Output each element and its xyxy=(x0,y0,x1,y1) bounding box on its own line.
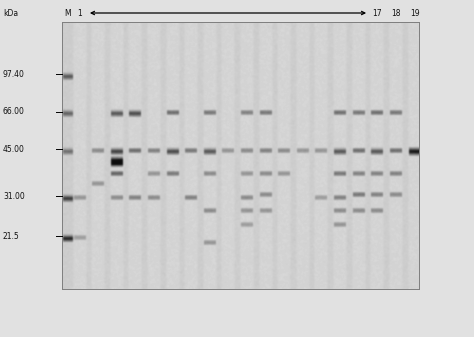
Text: 66.00: 66.00 xyxy=(3,107,25,116)
Text: kDa: kDa xyxy=(3,8,18,18)
Text: 21.5: 21.5 xyxy=(3,232,20,241)
Text: M: M xyxy=(64,8,71,18)
Text: 18: 18 xyxy=(391,8,401,18)
Text: 45.00: 45.00 xyxy=(3,145,25,154)
Text: 17: 17 xyxy=(372,8,382,18)
Text: 97.40: 97.40 xyxy=(3,70,25,79)
Text: 19: 19 xyxy=(410,8,420,18)
Text: 31.00: 31.00 xyxy=(3,192,25,201)
Text: 1: 1 xyxy=(78,8,82,18)
